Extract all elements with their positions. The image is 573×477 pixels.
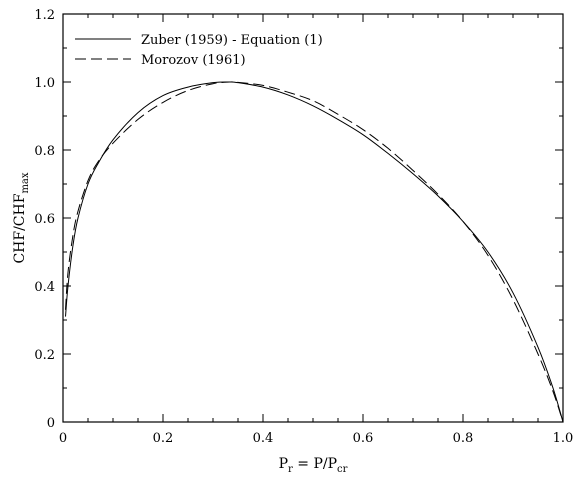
y-tick-label: 0.4: [34, 280, 55, 295]
zuber-series-line: [65, 81, 564, 423]
x-tick-label: 0.2: [153, 431, 174, 446]
y-tick-label: 0.8: [34, 144, 55, 159]
x-tick-label: 1.0: [553, 431, 573, 446]
y-tick-label: 0.6: [34, 212, 55, 227]
y-tick-label: 0: [47, 416, 55, 431]
plot-area: 0 0.2 0.4 0.6 0.8 1.0 0 0.2 0.4 0.6 0.8 1.0 1.2 Zuber…: [12, 8, 573, 475]
x-tick-label: 0: [59, 431, 67, 446]
morozov-series-line: [65, 81, 564, 423]
y-axis-title: CHF/CHFmax: [12, 172, 31, 263]
x-tick-label: 0.8: [453, 431, 474, 446]
y-tick-label: 1.0: [34, 76, 55, 91]
y-tick-label: 0.2: [34, 348, 55, 363]
legend-label-morozov: Morozov (1961): [141, 53, 246, 68]
plot-frame: [62, 13, 564, 423]
y-tick-label: 1.2: [34, 8, 55, 23]
x-tick-label: 0.4: [253, 431, 274, 446]
x-axis-title: Pr = P/Pcr: [279, 456, 348, 475]
x-tick-label: 0.6: [353, 431, 374, 446]
legend-label-zuber: Zuber (1959) - Equation (1): [141, 33, 323, 48]
